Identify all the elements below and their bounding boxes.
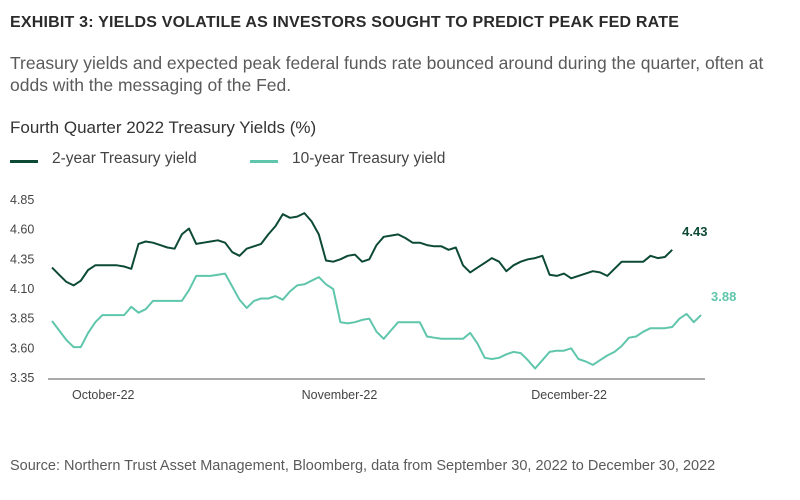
x-axis: October-22 November-22 December-22 — [48, 378, 705, 402]
y-tick-label: 3.35 — [10, 371, 34, 385]
y-tick-label: 4.35 — [10, 252, 34, 266]
series-line-10yr — [51, 272, 702, 370]
x-tick-label: October-22 — [72, 388, 135, 402]
legend-swatch-2yr — [10, 160, 38, 163]
y-tick-label: 3.85 — [10, 312, 34, 326]
legend-label-2yr: 2-year Treasury yield — [52, 150, 197, 167]
y-tick-label: 4.60 — [10, 223, 34, 237]
y-axis: 4.85 4.60 4.35 4.10 3.85 3.60 3.35 — [10, 193, 34, 385]
legend-label-10yr: 10-year Treasury yield — [292, 150, 446, 167]
end-label-10yr: 3.88 — [711, 289, 736, 304]
exhibit-title: EXHIBIT 3: YIELDS VOLATILE AS INVESTORS … — [10, 14, 680, 31]
legend-swatch-10yr — [250, 160, 278, 163]
y-tick-label: 4.10 — [10, 282, 34, 296]
y-tick-label: 3.60 — [10, 341, 34, 355]
x-tick-label: November-22 — [302, 388, 378, 402]
end-labels: 4.43 3.88 — [682, 224, 736, 304]
x-tick-label: December-22 — [531, 388, 607, 402]
chart-title: Fourth Quarter 2022 Treasury Yields (%) — [10, 118, 317, 137]
series-line-2yr — [51, 212, 673, 287]
source-note: Source: Northern Trust Asset Management,… — [10, 458, 716, 474]
series-lines — [51, 212, 702, 370]
end-label-2yr: 4.43 — [682, 224, 707, 239]
chart-subtitle: Treasury yields and expected peak federa… — [10, 53, 764, 95]
y-tick-label: 4.85 — [10, 193, 34, 207]
